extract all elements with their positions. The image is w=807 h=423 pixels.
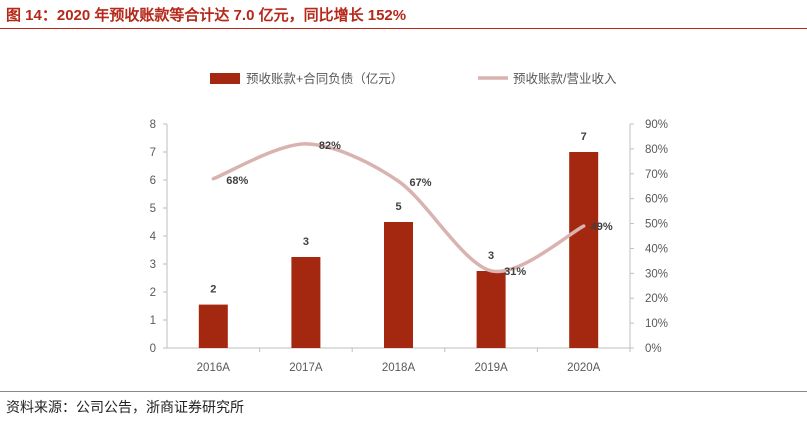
legend-line-label: 预收账款/营业收入 xyxy=(513,72,617,86)
line-value-label: 31% xyxy=(504,266,526,278)
y-left-tick-label: 7 xyxy=(150,147,156,159)
figure-title: 图 14：2020 年预收账款等合计达 7.0 亿元，同比增长 152% xyxy=(6,7,407,24)
bar xyxy=(569,152,599,348)
bar xyxy=(198,304,228,348)
y-left-tick-label: 1 xyxy=(150,315,156,327)
x-tick-label: 2019A xyxy=(474,362,508,374)
y-left-tick-label: 6 xyxy=(150,175,156,187)
bar-value-label: 7 xyxy=(581,131,587,143)
bar-value-label: 3 xyxy=(488,250,494,262)
y-left-tick-label: 8 xyxy=(150,119,156,131)
x-tick-label: 2016A xyxy=(197,362,231,374)
x-tick-label: 2017A xyxy=(289,362,323,374)
y-right-tick-label: 80% xyxy=(645,144,668,156)
legend-bar-swatch xyxy=(210,73,240,84)
x-tick-label: 2020A xyxy=(567,362,601,374)
y-right-tick-label: 50% xyxy=(645,219,668,231)
y-right-tick-label: 30% xyxy=(645,268,668,280)
legend-bar-label: 预收账款+合同负债（亿元） xyxy=(246,71,403,86)
x-tick-label: 2018A xyxy=(382,362,416,374)
bar-series xyxy=(198,152,599,348)
bar xyxy=(384,222,413,348)
source-note: 资料来源：公司公告，浙商证券研究所 xyxy=(6,400,244,416)
axes: 0123456780%10%20%30%40%50%60%70%80%90%20… xyxy=(150,119,668,374)
y-right-tick-label: 60% xyxy=(645,194,668,206)
bar-value-label: 3 xyxy=(303,236,309,248)
line-value-label: 68% xyxy=(226,175,248,187)
y-left-tick-label: 3 xyxy=(150,259,156,271)
y-right-tick-label: 70% xyxy=(645,169,668,181)
y-right-tick-label: 40% xyxy=(645,243,668,255)
line-value-label: 82% xyxy=(319,140,341,152)
y-right-tick-label: 10% xyxy=(645,318,668,330)
bar xyxy=(291,257,321,348)
y-right-tick-label: 20% xyxy=(645,293,668,305)
bar-value-label: 5 xyxy=(395,201,401,213)
y-right-tick-label: 90% xyxy=(645,119,668,131)
line-series xyxy=(211,142,586,274)
line-value-label: 67% xyxy=(409,177,431,189)
y-left-tick-label: 2 xyxy=(150,287,156,299)
source-rule xyxy=(0,391,807,392)
y-left-tick-label: 4 xyxy=(150,231,157,243)
title-rule xyxy=(0,28,807,29)
bar xyxy=(476,271,506,348)
bar-value-label: 2 xyxy=(210,284,216,296)
line-value-label: 49% xyxy=(591,221,613,233)
y-left-tick-label: 5 xyxy=(150,203,156,215)
ratio-line xyxy=(211,142,586,274)
y-left-tick-label: 0 xyxy=(150,343,156,355)
y-right-tick-label: 0% xyxy=(645,343,662,355)
data-labels: 2 3 5 3 7 68% 82% 67% 31% 49% xyxy=(210,131,613,296)
legend: 预收账款+合同负债（亿元） 预收账款/营业收入 xyxy=(210,71,617,86)
